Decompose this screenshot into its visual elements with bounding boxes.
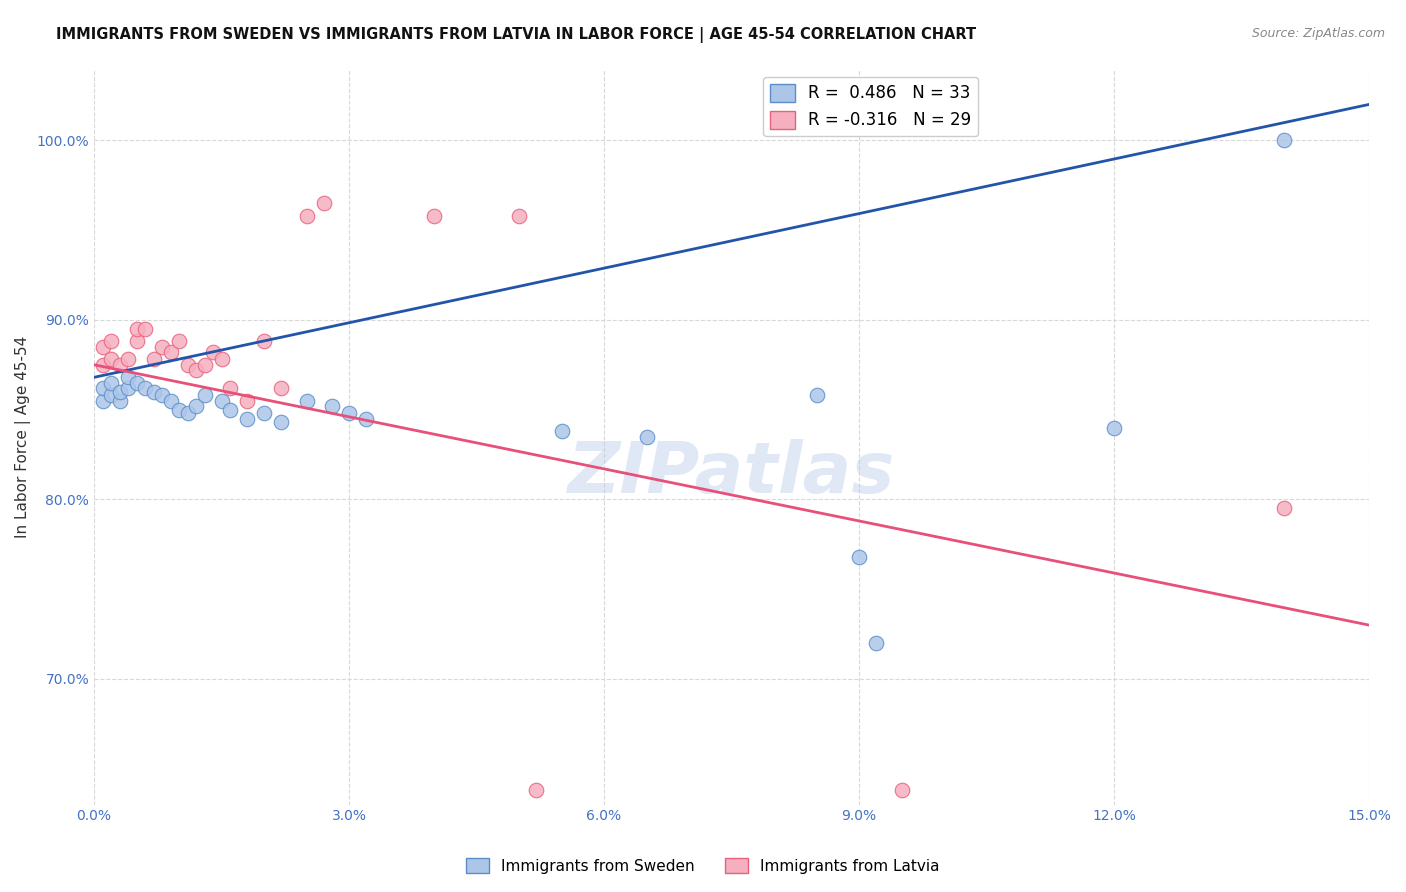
- Point: [253, 406, 276, 420]
- Point: [91, 340, 114, 354]
- Point: [193, 358, 215, 372]
- Point: [167, 334, 190, 349]
- Point: [890, 783, 912, 797]
- Point: [354, 411, 377, 425]
- Point: [100, 376, 122, 390]
- Point: [176, 358, 198, 372]
- Point: [134, 322, 156, 336]
- Point: [176, 406, 198, 420]
- Point: [423, 209, 446, 223]
- Point: [270, 381, 292, 395]
- Point: [142, 352, 165, 367]
- Point: [211, 393, 233, 408]
- Point: [202, 345, 225, 359]
- Point: [125, 334, 148, 349]
- Point: [270, 415, 292, 429]
- Point: [524, 783, 547, 797]
- Point: [865, 636, 887, 650]
- Point: [1272, 501, 1295, 516]
- Point: [142, 384, 165, 399]
- Legend: Immigrants from Sweden, Immigrants from Latvia: Immigrants from Sweden, Immigrants from …: [460, 852, 946, 880]
- Point: [1272, 133, 1295, 147]
- Point: [236, 393, 259, 408]
- Point: [100, 388, 122, 402]
- Text: ZIPatlas: ZIPatlas: [568, 439, 896, 508]
- Point: [117, 370, 139, 384]
- Point: [100, 352, 122, 367]
- Point: [108, 393, 131, 408]
- Point: [91, 381, 114, 395]
- Y-axis label: In Labor Force | Age 45-54: In Labor Force | Age 45-54: [15, 335, 31, 538]
- Point: [125, 376, 148, 390]
- Point: [295, 209, 318, 223]
- Point: [184, 363, 207, 377]
- Point: [219, 402, 242, 417]
- Point: [159, 345, 181, 359]
- Point: [848, 549, 870, 564]
- Point: [211, 352, 233, 367]
- Point: [159, 393, 181, 408]
- Point: [253, 334, 276, 349]
- Point: [236, 411, 259, 425]
- Point: [337, 406, 360, 420]
- Point: [312, 196, 335, 211]
- Point: [167, 402, 190, 417]
- Point: [108, 384, 131, 399]
- Point: [550, 424, 572, 438]
- Point: [636, 429, 658, 443]
- Point: [1102, 420, 1125, 434]
- Text: IMMIGRANTS FROM SWEDEN VS IMMIGRANTS FROM LATVIA IN LABOR FORCE | AGE 45-54 CORR: IMMIGRANTS FROM SWEDEN VS IMMIGRANTS FRO…: [56, 27, 976, 43]
- Point: [100, 334, 122, 349]
- Point: [150, 340, 173, 354]
- Point: [108, 358, 131, 372]
- Point: [295, 393, 318, 408]
- Point: [134, 381, 156, 395]
- Point: [125, 322, 148, 336]
- Text: Source: ZipAtlas.com: Source: ZipAtlas.com: [1251, 27, 1385, 40]
- Point: [91, 393, 114, 408]
- Point: [117, 352, 139, 367]
- Point: [150, 388, 173, 402]
- Legend: R =  0.486   N = 33, R = -0.316   N = 29: R = 0.486 N = 33, R = -0.316 N = 29: [763, 77, 979, 136]
- Point: [193, 388, 215, 402]
- Point: [184, 399, 207, 413]
- Point: [219, 381, 242, 395]
- Point: [806, 388, 828, 402]
- Point: [91, 358, 114, 372]
- Point: [508, 209, 530, 223]
- Point: [117, 381, 139, 395]
- Point: [321, 399, 343, 413]
